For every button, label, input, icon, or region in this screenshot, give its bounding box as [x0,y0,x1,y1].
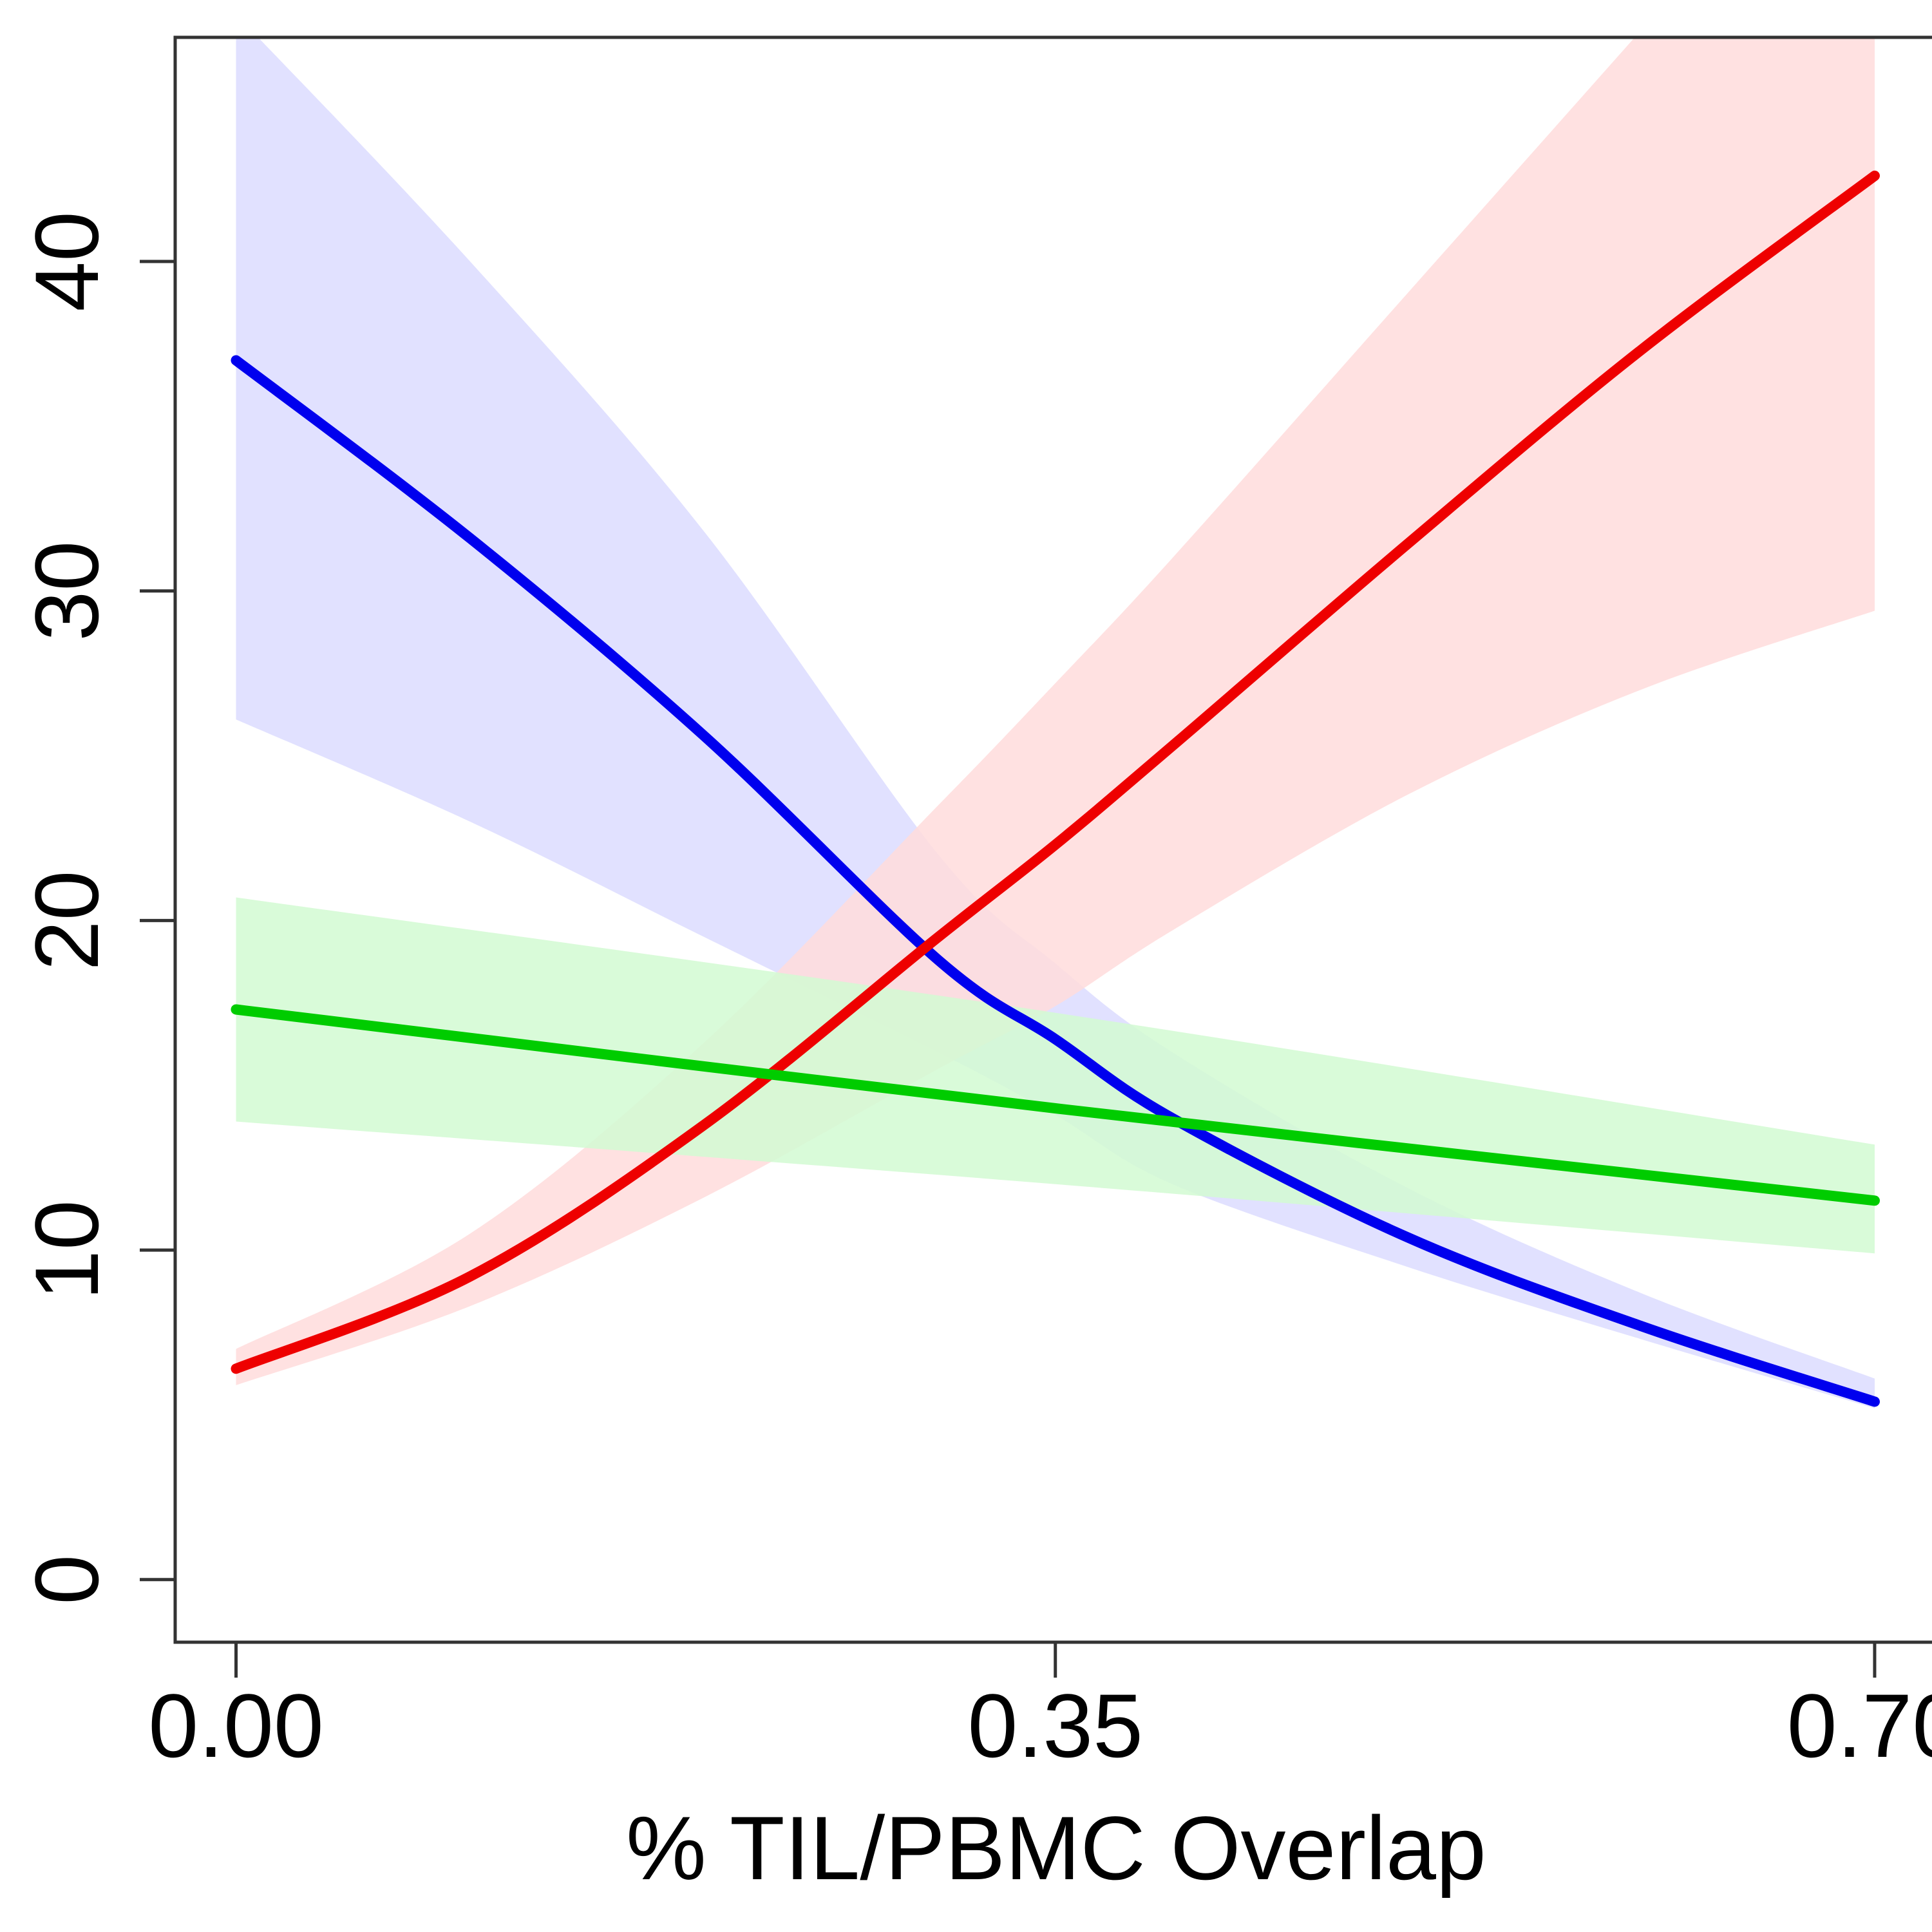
plot-frame [173,35,1932,1644]
confidence-band-3 [236,897,1875,1254]
y-tick-label-30: 30 [16,541,117,641]
x-tick-label-0.35: 0.35 [967,1675,1142,1776]
y-tick-label-20: 20 [16,871,117,971]
series-line-2 [231,170,1880,1374]
confidence-band-2 [236,37,1875,1385]
y-tick-label-10: 10 [16,1200,117,1300]
y-tick-label-0: 0 [16,1555,117,1605]
x-axis: 0.00 0.35 0.70 [148,1642,1932,1776]
series-line-3 [231,1004,1880,1206]
confidence-bands [236,37,1875,1408]
y-tick-label-40: 40 [16,211,117,312]
x-tick-label-0.70: 0.70 [1787,1675,1932,1776]
x-tick-label-0.00: 0.00 [148,1675,323,1776]
series-line-1 [231,355,1880,1407]
y-axis: 0 10 20 30 40 [16,211,175,1605]
x-axis-title: % TIL/PBMC Overlap [626,1797,1486,1899]
confidence-band-1 [236,37,1875,1408]
series-lines [231,170,1880,1407]
